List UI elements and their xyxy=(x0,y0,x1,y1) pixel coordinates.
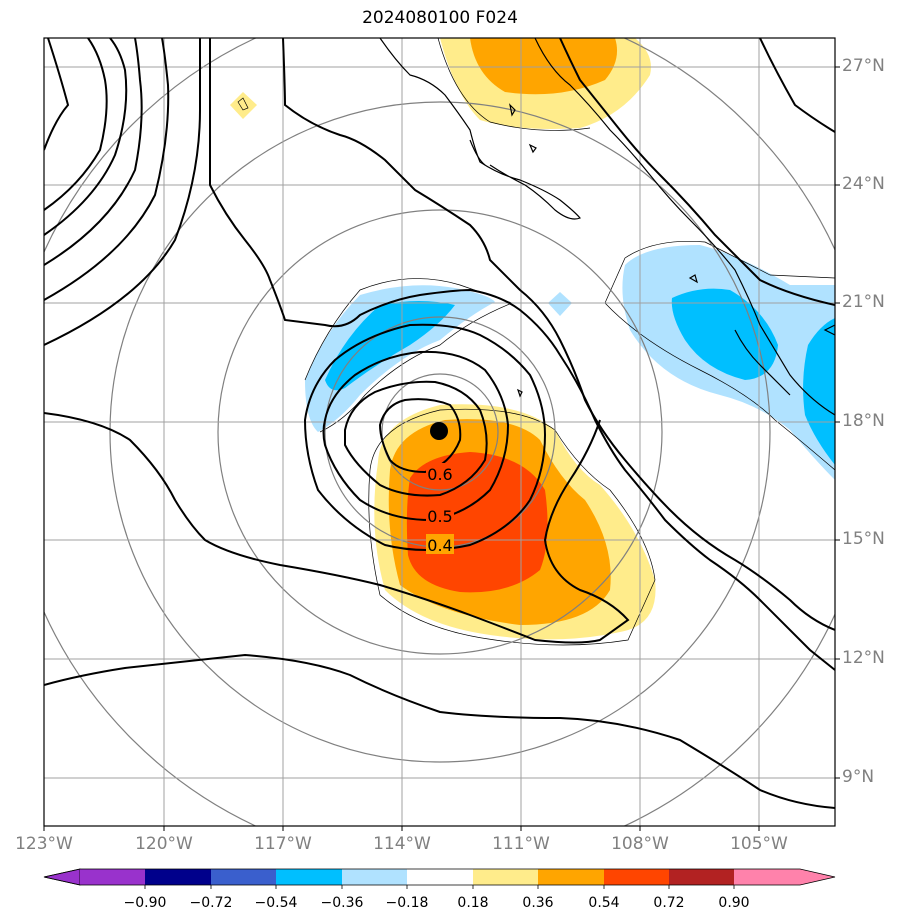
colorbar-tick-label: 0.36 xyxy=(522,895,554,911)
colorbar xyxy=(43,868,836,889)
colorbar-seg-10b xyxy=(800,869,835,885)
lat-label-15n: 15°N xyxy=(842,529,885,549)
colorbar-seg-0 xyxy=(43,868,81,886)
map-title: 2024080100 F024 xyxy=(362,8,518,28)
lat-label-24n: 24°N xyxy=(842,174,885,194)
colorbar-tick-label: 0.18 xyxy=(457,895,489,911)
colorbar-seg-0b xyxy=(80,869,145,885)
colorbar-tick-label: −0.54 xyxy=(254,895,298,911)
contour-label-bg xyxy=(426,463,454,525)
distance-rings xyxy=(44,38,835,826)
colorbar-seg-9 xyxy=(669,869,734,885)
colorbar-outline xyxy=(43,868,836,886)
lat-label-18n: 18°N xyxy=(842,411,885,431)
colorbar-seg-2 xyxy=(211,869,276,885)
colorbar-seg-5 xyxy=(407,869,473,885)
colorbar-tick-label: −0.18 xyxy=(385,895,429,911)
colorbar-tick-label: 0.72 xyxy=(653,895,685,911)
coastline xyxy=(379,38,835,416)
contour-label-0-6: 0.6 xyxy=(427,465,452,484)
lat-label-9n: 9°N xyxy=(842,767,875,787)
lon-label-111w: 111°W xyxy=(492,834,550,854)
colorbar-tick-label: 0.90 xyxy=(718,895,750,911)
colorbar-seg-1 xyxy=(145,869,211,885)
lon-label-114w: 114°W xyxy=(373,834,431,854)
lat-label-12n: 12°N xyxy=(842,648,885,668)
colorbar-seg-6 xyxy=(473,869,538,885)
storm-center-marker xyxy=(430,422,448,440)
gridlines xyxy=(44,38,835,826)
lat-label-27n: 27°N xyxy=(842,56,885,76)
thick-contours xyxy=(44,38,835,809)
colorbar-seg-3 xyxy=(276,869,342,885)
colorbar-tick-label: −0.36 xyxy=(320,895,364,911)
plot-frame xyxy=(43,37,836,827)
colorbar-seg-7 xyxy=(538,869,604,885)
contour-label-0-4: 0.4 xyxy=(427,536,452,555)
tick-marks xyxy=(43,66,840,831)
thin-contours xyxy=(237,38,835,646)
lon-label-120w: 120°W xyxy=(135,834,193,854)
lon-label-108w: 108°W xyxy=(611,834,669,854)
colorbar-tick-label: 0.54 xyxy=(588,895,620,911)
colorbar-seg-4 xyxy=(342,869,407,885)
lon-label-123w: 123°W xyxy=(15,834,73,854)
lat-label-21n: 21°N xyxy=(842,292,885,312)
lon-label-105w: 105°W xyxy=(730,834,788,854)
contour-label-0-5: 0.5 xyxy=(427,507,452,526)
colorbar-seg-8 xyxy=(604,869,669,885)
colorbar-tick-label: −0.90 xyxy=(123,895,167,911)
contour-label-bg-2 xyxy=(426,534,454,554)
lon-label-117w: 117°W xyxy=(254,834,312,854)
colorbar-tick-label: −0.72 xyxy=(189,895,233,911)
colorbar-seg-10 xyxy=(734,869,800,885)
